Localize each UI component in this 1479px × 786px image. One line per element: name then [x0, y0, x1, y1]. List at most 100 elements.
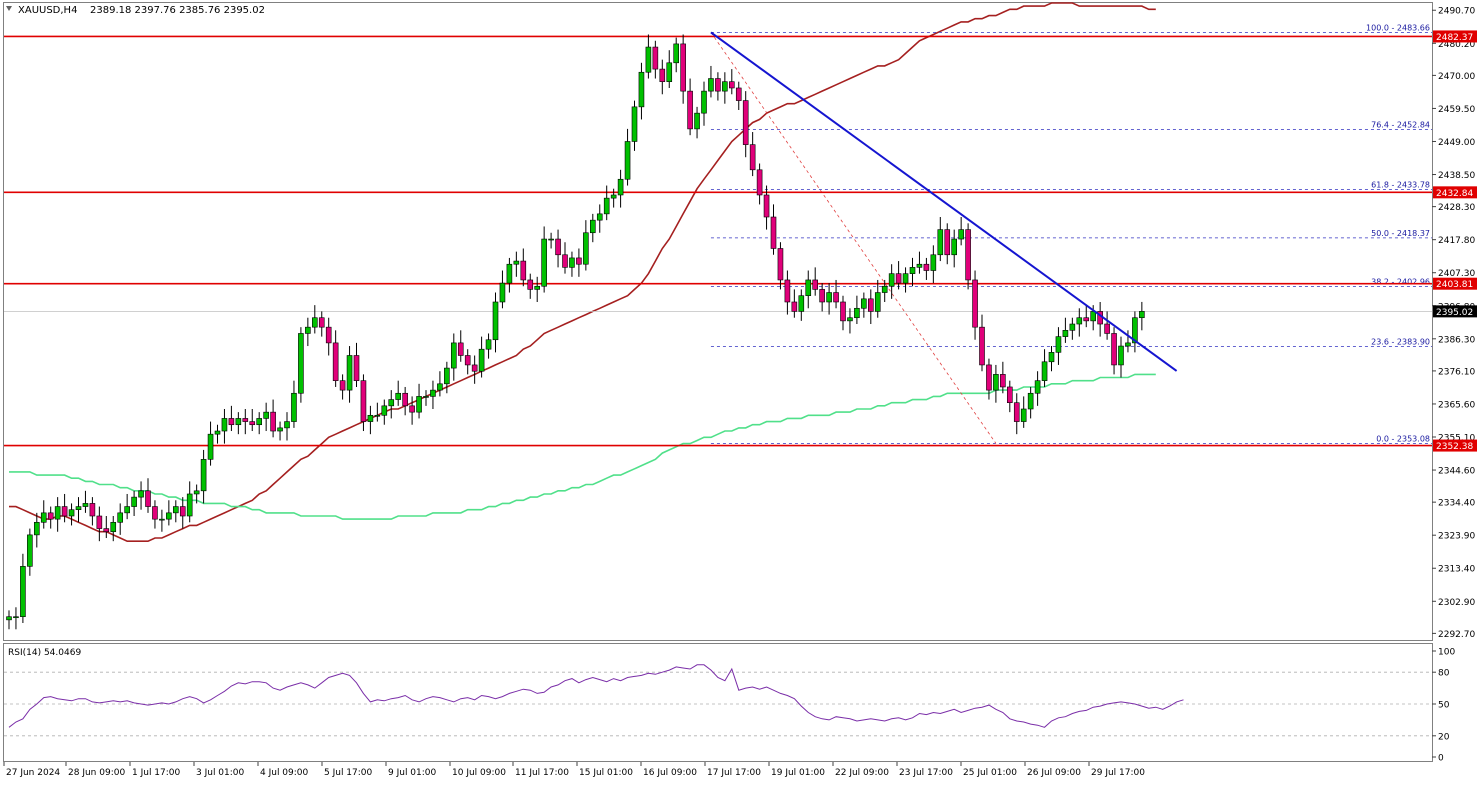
candle-body — [624, 141, 631, 180]
candle-body — [437, 383, 443, 391]
candle-body — [861, 298, 867, 309]
level-price-tag-label: 2352.38 — [1436, 442, 1473, 452]
candle-body — [617, 178, 624, 196]
candle-body — [256, 418, 263, 426]
candle-body — [374, 414, 381, 417]
candle-body — [1006, 386, 1013, 403]
candle-body — [1069, 323, 1076, 331]
price-tick-label: 2334.40 — [1438, 499, 1475, 509]
candle-body — [1027, 392, 1034, 410]
candle-body — [958, 229, 964, 240]
candle-body — [1034, 380, 1041, 394]
rsi-tick-label: 20 — [1438, 732, 1450, 742]
chart-symbol: XAUUSD,H4 — [18, 5, 77, 16]
candle-body — [589, 219, 596, 234]
time-tick-label: 22 Jul 09:00 — [835, 768, 889, 778]
candle-body — [916, 263, 923, 268]
time-tick-label: 3 Jul 01:00 — [196, 768, 245, 778]
current-price-tag — [1433, 305, 1477, 318]
candle-body — [972, 279, 978, 328]
candle-body — [965, 229, 971, 281]
candle-body — [409, 405, 415, 413]
candle-body — [576, 257, 582, 265]
candle-body — [833, 292, 839, 303]
candle-body — [854, 307, 860, 319]
candle-body — [138, 490, 144, 498]
rsi-line — [8, 664, 1184, 728]
time-tick-label: 1 Jul 17:00 — [132, 768, 181, 778]
price-panel — [3, 2, 1433, 641]
candle-body — [159, 518, 165, 521]
candle-body — [61, 506, 68, 517]
candle-body — [200, 459, 207, 492]
level-price-tag-label: 2403.81 — [1436, 280, 1473, 290]
candle-body — [909, 267, 916, 274]
candle-body — [1132, 317, 1138, 344]
level-price-tag — [1433, 439, 1477, 452]
symbol-arrow-icon — [6, 6, 12, 11]
candle-body — [270, 411, 276, 432]
candle-body — [527, 279, 534, 290]
candle-body — [520, 260, 527, 281]
candle-body — [596, 213, 603, 221]
candle-body — [6, 616, 12, 621]
candle-body — [1055, 336, 1062, 353]
current-price-tag-label: 2395.02 — [1436, 308, 1473, 318]
candle-body — [687, 90, 693, 130]
time-tick-label: 4 Jul 09:00 — [260, 768, 309, 778]
price-tick-label: 2355.10 — [1438, 434, 1475, 444]
trend-line[interactable] — [710, 31, 1178, 372]
candle-body — [610, 194, 617, 199]
level-price-tag-label: 2432.84 — [1436, 189, 1473, 199]
candle-body — [318, 317, 325, 328]
candle-body — [235, 418, 242, 426]
candle-body — [40, 512, 47, 523]
candle-body — [777, 248, 784, 281]
rsi-tick-label: 0 — [1438, 754, 1444, 764]
candle-body — [888, 273, 895, 287]
fib-level-label: 50.0 - 2418.37 — [1371, 229, 1430, 238]
candle-body — [1090, 311, 1096, 322]
candle-body — [840, 301, 846, 322]
fib-level-label: 100.0 - 2483.66 — [1366, 23, 1430, 32]
level-price-tag — [1433, 30, 1477, 43]
ma-200-line — [9, 373, 1156, 520]
candle-body — [1020, 408, 1027, 422]
candle-body — [430, 389, 436, 397]
candle-body — [277, 427, 283, 432]
candle-body — [298, 333, 304, 394]
candle-body — [513, 260, 520, 265]
chart-ohlc: 2389.18 2397.76 2385.76 2395.02 — [90, 5, 265, 16]
rsi-tick-label: 100 — [1438, 648, 1455, 658]
candle-body — [541, 238, 547, 287]
candle-body — [214, 430, 221, 435]
candle-body — [708, 78, 714, 92]
fib-level-label: 23.6 - 2383.90 — [1371, 337, 1430, 346]
candle-body — [798, 295, 805, 312]
candle-body — [993, 374, 999, 391]
candle-body — [812, 279, 819, 290]
candle-body — [944, 229, 951, 256]
candle-body — [583, 232, 589, 265]
time-tick-label: 29 Jul 17:00 — [1091, 768, 1145, 778]
candle-body — [103, 528, 110, 533]
candle-body — [485, 339, 492, 350]
candle-body — [450, 342, 457, 369]
fib-level-label: 61.8 - 2433.78 — [1371, 180, 1430, 189]
candle-body — [339, 380, 346, 391]
candle-body — [548, 238, 554, 241]
candle-body — [728, 81, 735, 89]
candle-body — [1000, 374, 1006, 388]
candle-body — [534, 285, 541, 290]
price-tick-label: 2490.70 — [1438, 7, 1475, 17]
candle-body — [847, 317, 853, 322]
candle-body — [471, 364, 478, 372]
candle-body — [27, 534, 33, 567]
time-tick-label: 19 Jul 01:00 — [771, 768, 825, 778]
candle-body — [193, 490, 200, 495]
candle-body — [506, 263, 513, 284]
price-tick-label: 2470.00 — [1438, 72, 1475, 82]
candle-body — [902, 273, 909, 284]
candle-body — [874, 292, 881, 312]
